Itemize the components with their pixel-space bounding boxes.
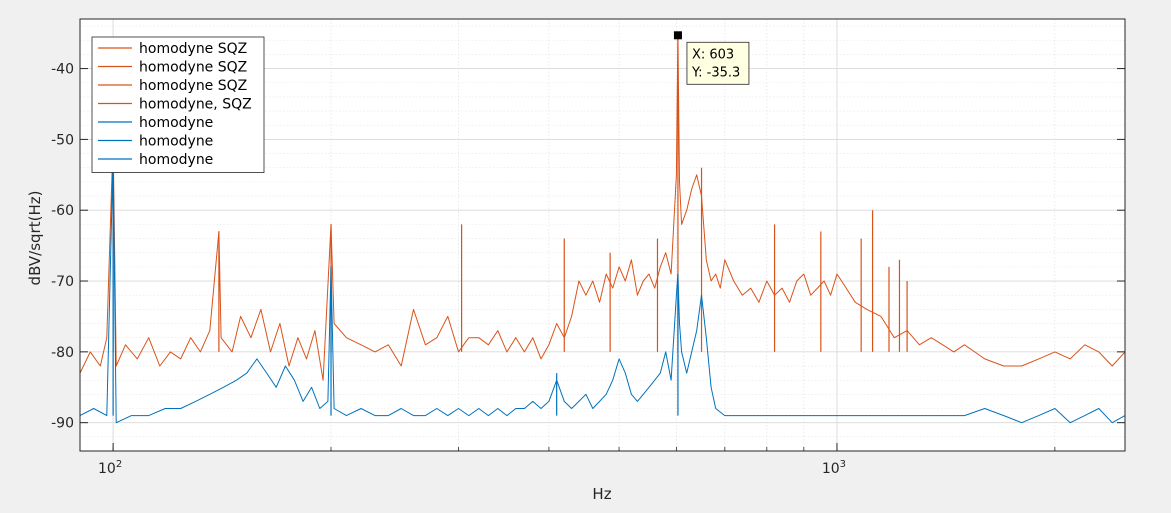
x-tick-label: 102 [98, 459, 122, 477]
axis-ticks: -40 -50 -60 -70 -80 -90 102 103 [51, 62, 1125, 477]
data-tip-x: X: 603 [692, 47, 734, 62]
y-tick-label: -60 [51, 203, 74, 219]
axes-frame [79, 18, 1126, 452]
data-tip-y: Y: -35.3 [691, 65, 740, 80]
y-tick-label: -70 [51, 274, 74, 290]
legend-label: homodyne, SQZ [139, 97, 252, 113]
plot-lines [79, 34, 1126, 424]
y-tick-label: -40 [51, 62, 74, 78]
legend-label: homodyne SQZ [139, 78, 247, 94]
legend-label: homodyne SQZ [139, 41, 247, 57]
legend-label: homodyne [139, 152, 213, 168]
data-tip[interactable]: X: 603 Y: -35.3 [673, 31, 750, 85]
data-tip-marker[interactable] [673, 31, 682, 40]
data-tip-box [686, 41, 750, 85]
series-line-sqz [79, 34, 1126, 381]
legend-label: homodyne SQZ [139, 60, 247, 76]
legend-label: homodyne [139, 134, 213, 150]
legend-label: homodyne [139, 115, 213, 131]
legend-box [91, 36, 265, 173]
y-axis-label: dBV/sqrt(Hz) [26, 191, 44, 286]
x-tick-label: 103 [822, 459, 846, 477]
y-tick-label: -90 [51, 416, 74, 432]
y-tick-label: -80 [51, 345, 74, 361]
series-line-reference [79, 153, 1126, 424]
legend[interactable]: homodyne SQZ homodyne SQZ homodyne SQZ homo… [91, 36, 265, 173]
x-axis-label: Hz [592, 485, 611, 503]
grid [79, 19, 1125, 451]
y-tick-label: -50 [51, 132, 74, 148]
